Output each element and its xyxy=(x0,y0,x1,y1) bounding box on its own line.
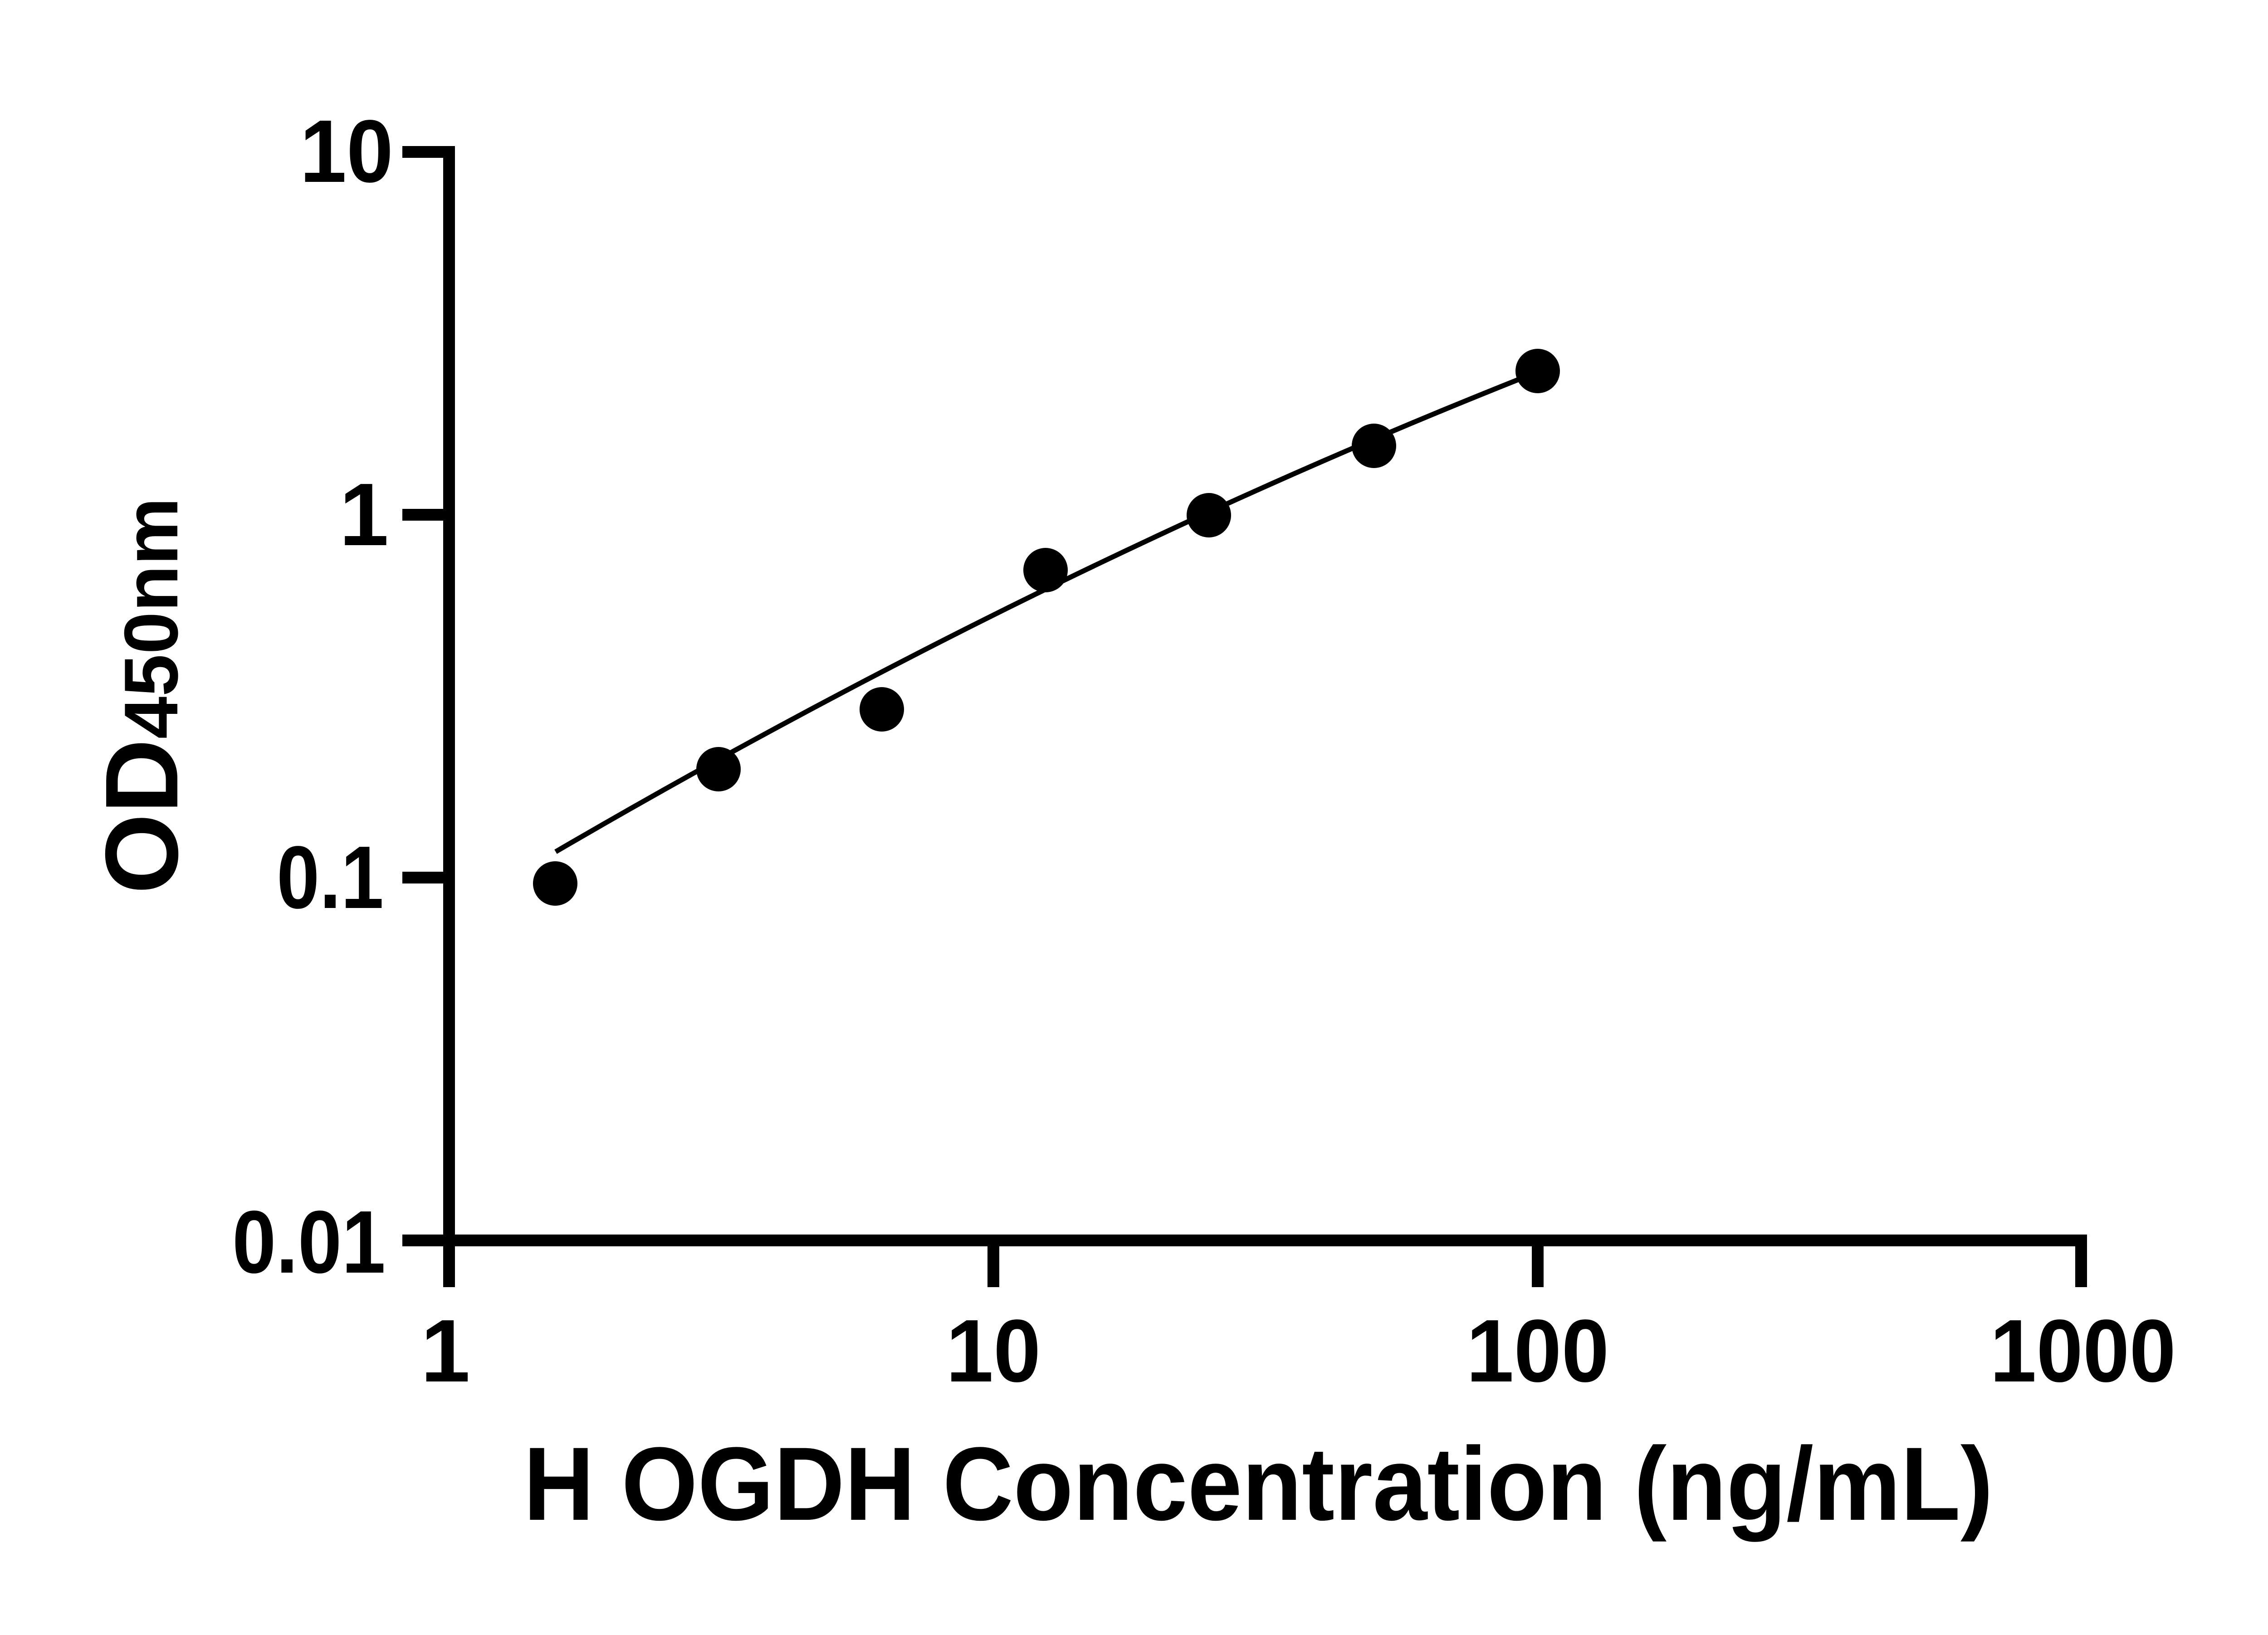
svg-text:H OGDH Concentration (ng/mL): H OGDH Concentration (ng/mL) xyxy=(523,1425,1993,1542)
svg-text:100: 100 xyxy=(1466,1301,1609,1401)
svg-text:1: 1 xyxy=(339,465,389,564)
svg-text:1000: 1000 xyxy=(1990,1301,2176,1401)
svg-text:0.1: 0.1 xyxy=(277,828,384,927)
svg-text:OD450nm: OD450nm xyxy=(84,498,200,894)
svg-text:10: 10 xyxy=(300,102,393,201)
svg-text:1: 1 xyxy=(420,1301,470,1401)
svg-text:10: 10 xyxy=(946,1301,1041,1401)
svg-text:0.01: 0.01 xyxy=(232,1192,386,1292)
